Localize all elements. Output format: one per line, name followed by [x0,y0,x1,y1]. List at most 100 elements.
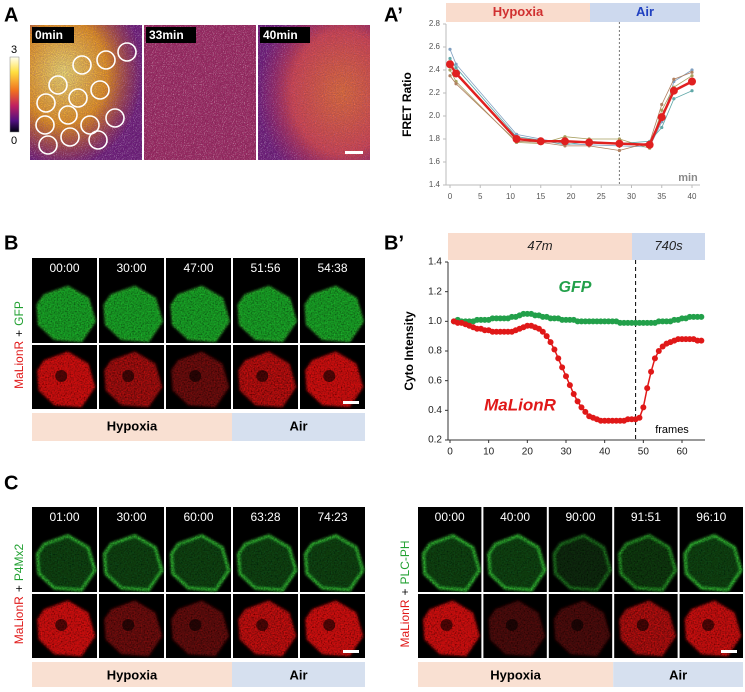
green-cell [421,534,481,592]
data-point [660,102,664,107]
panel-label: A’ [384,4,403,26]
data-point [585,138,594,147]
data-point [551,346,558,353]
time-label: 74:23 [317,510,347,524]
time-label-bg [166,258,231,280]
green-cell [304,285,364,342]
data-point [560,137,569,146]
data-point [539,328,546,335]
condition-label: Air [289,418,307,433]
data-point [454,62,458,66]
time-label-bg [418,507,482,529]
nucleus [323,370,336,382]
nucleus [256,619,269,631]
channel-name: + [12,330,26,337]
y-axis-label: FRET Ratio [400,72,414,137]
header-label: 47m [527,238,552,253]
data-point [698,337,705,344]
time-label: 96:10 [696,510,726,524]
y-tick-label: 1.8 [429,134,441,143]
data-point [566,382,573,389]
time-label: 47:00 [183,261,213,275]
green-cell [36,285,96,342]
panel-label: B [4,232,18,254]
green-cell [552,534,612,592]
time-label: 51:56 [250,261,280,275]
green-cell [304,534,365,592]
y-tick-label: 2.4 [429,65,441,74]
series-label: MaLionR [484,395,556,414]
roi-circle [105,108,125,128]
data-point [617,148,622,153]
y-tick-label: 1.4 [428,257,442,268]
roi-circle [117,42,137,62]
y-tick-label: 1.6 [429,157,441,166]
data-point [690,68,694,72]
data-point [547,339,554,346]
series-line [449,69,693,149]
data-point [559,364,566,371]
x-tick-label: 35 [657,192,666,201]
channel-name: + [398,588,412,595]
condition-label: Air [289,667,307,682]
green-cell [683,534,743,592]
roi-circle [38,135,58,155]
condition-bar [613,662,743,690]
channel-name: MaLionR [398,599,412,647]
y-tick-label: 2.2 [429,88,441,97]
data-point [574,398,581,405]
header-label: Hypoxia [493,4,544,19]
x-tick-label: 5 [478,192,483,201]
header-label: 740s [654,238,683,253]
scale-bar [345,151,363,154]
channel-name: P4Mx2 [12,543,26,581]
data-point [454,82,458,86]
nucleus [323,619,336,631]
channel-name: GFP [12,301,26,326]
time-label: 91:51 [631,510,661,524]
time-label-bg [300,258,365,280]
green-cell [237,534,298,592]
time-label: 40:00 [500,510,530,524]
nucleus [505,619,518,631]
condition-bar [32,413,232,441]
green-cell [237,285,297,342]
time-label-bg [679,507,743,529]
data-point [657,113,666,122]
data-point [543,333,550,340]
x-axis-label: min [678,172,698,184]
header-bar [446,3,590,22]
series-label: GFP [559,279,592,296]
data-point [660,108,664,112]
condition-label: Hypoxia [107,418,158,433]
nucleus [189,370,202,382]
x-tick-label: 30 [560,447,572,458]
roi-circle [48,75,68,95]
x-axis-label: frames [655,424,689,436]
x-tick-label: 0 [448,192,453,201]
channel-label: MaLionR + GFP [12,301,26,389]
condition-bar [232,413,365,441]
time-label: 33min [149,28,184,42]
x-tick-label: 10 [483,447,495,458]
colorbar-min: 0 [11,135,17,147]
nucleus [122,370,135,382]
channel-label: MaLionR + P4Mx2 [12,543,26,644]
x-tick-label: 25 [597,192,606,201]
x-tick-label: 50 [638,447,650,458]
cell-signal [258,25,370,160]
y-tick-label: 1.2 [428,286,442,297]
nucleus [571,619,584,631]
channel-name: MaLionR [12,341,26,389]
nucleus [55,370,68,382]
y-axis-label: Cyto Intensity [402,311,416,391]
nucleus [55,619,68,631]
data-point [578,404,585,411]
condition-bar [232,662,365,690]
x-tick-label: 40 [688,192,697,201]
channel-label: MaLionR + PLC-PH [398,540,412,647]
data-point [690,89,694,93]
nucleus [122,619,135,631]
roi-circle [60,127,80,147]
